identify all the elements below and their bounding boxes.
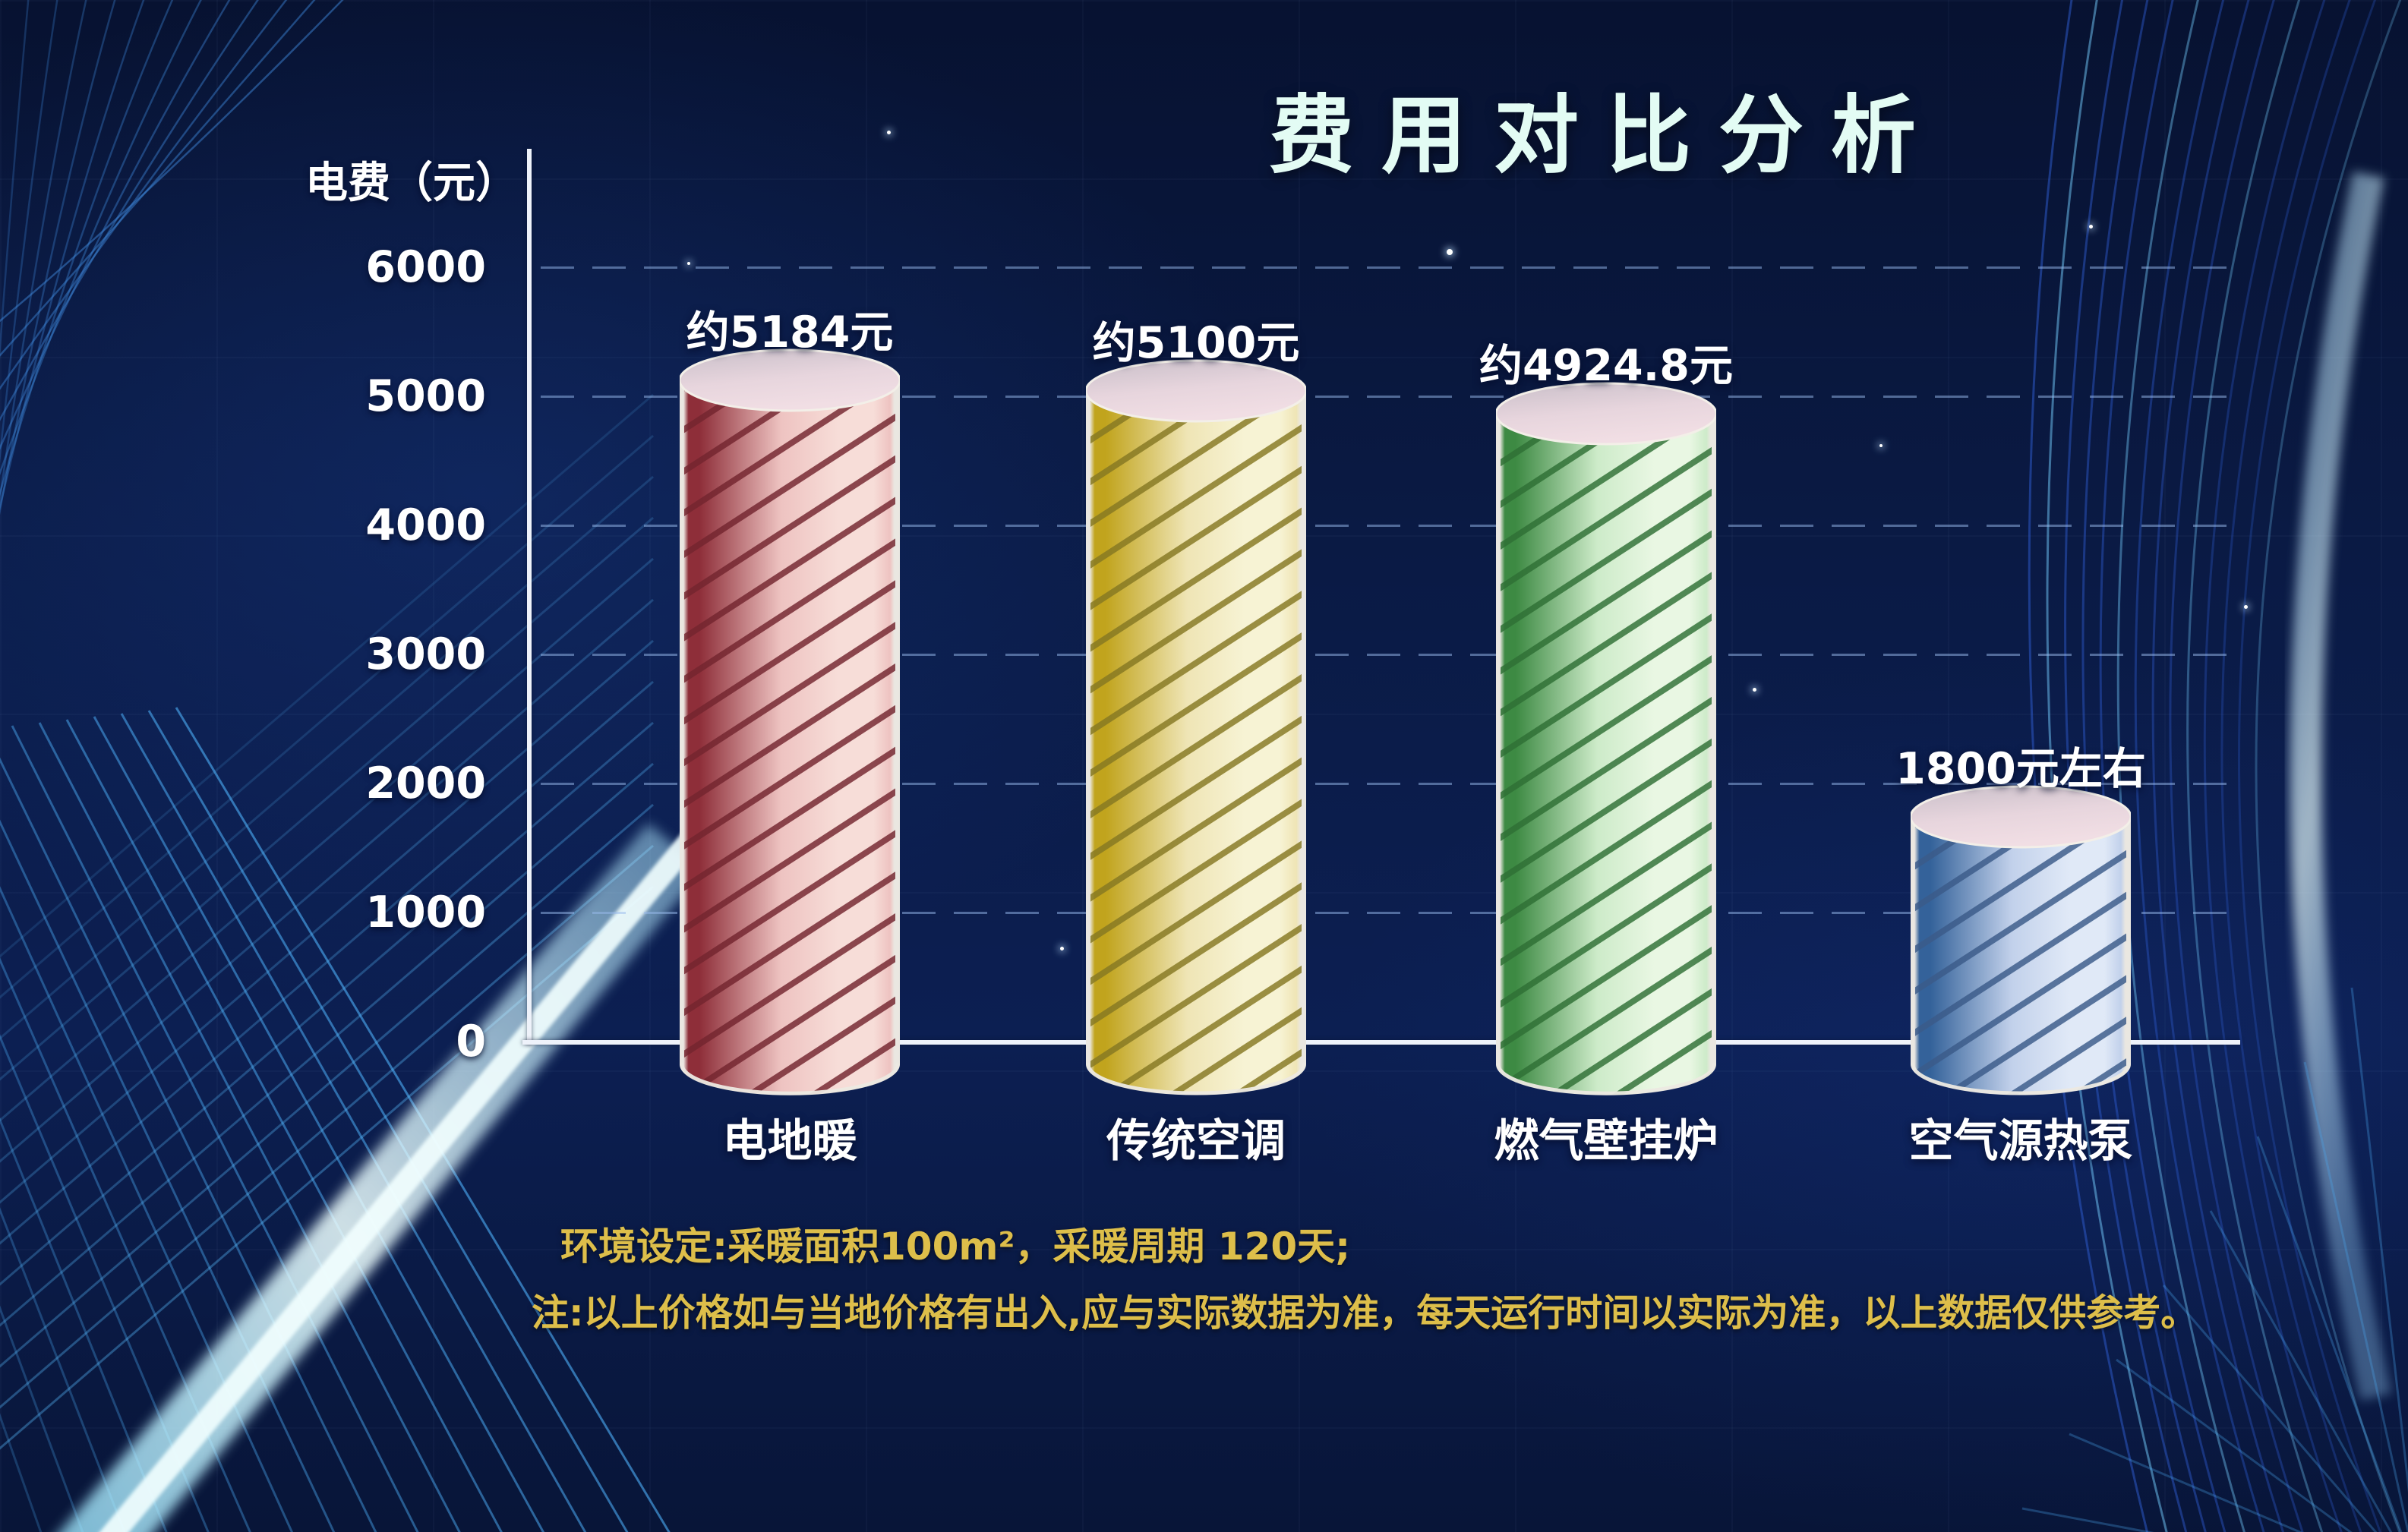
- y-tick-1000: 1000: [365, 887, 486, 938]
- cylinder-graphic: [1084, 359, 1308, 1095]
- cylinder-graphic: [1909, 785, 2132, 1095]
- value-label-2: 约5100元: [1092, 318, 1300, 368]
- gridline-3000: [541, 654, 2236, 656]
- chart-title: 费用对比分析: [1269, 87, 1943, 185]
- star-dot-10: [1879, 444, 1883, 447]
- y-tick-2000: 2000: [365, 758, 486, 809]
- y-tick-5000: 5000: [365, 371, 486, 421]
- star-dot-9: [687, 262, 690, 265]
- category-label-4: 空气源热泵: [1908, 1114, 2133, 1167]
- category-label-1: 电地暖: [722, 1114, 857, 1167]
- star-dot-6: [2244, 605, 2248, 609]
- cylinder-bar-2: [1084, 356, 1308, 1102]
- cylinder-graphic: [1494, 382, 1718, 1095]
- footnote-disclaimer: 注:以上价格如与当地价格有出入,应与实际数据为准，每天运行时间以实际为准，以上数…: [532, 1291, 2198, 1335]
- star-dot-4: [1753, 688, 1756, 692]
- y-axis-line: [527, 149, 532, 1045]
- star-dot-8: [1232, 333, 1236, 336]
- footnote-environment: 环境设定:采暖面积100m²，采暖周期 120天;: [560, 1225, 1351, 1269]
- star-dot-7: [2089, 225, 2093, 229]
- cylinder-bar-1: [678, 345, 901, 1102]
- y-tick-4000: 4000: [365, 500, 486, 550]
- star-dot-5: [1060, 947, 1064, 950]
- y-axis-title: 电费（元）: [305, 159, 518, 208]
- gridline-4000: [541, 525, 2236, 527]
- y-tick-0: 0: [456, 1017, 486, 1067]
- bottom-glow-arc: [945, 1517, 1329, 1532]
- cylinder-bar-4: [1909, 782, 2132, 1102]
- category-label-3: 燃气壁挂炉: [1494, 1114, 1718, 1167]
- star-dot-1: [887, 131, 891, 134]
- gridline-5000: [541, 396, 2236, 398]
- gridline-6000: [541, 266, 2236, 269]
- category-label-2: 传统空调: [1106, 1114, 1286, 1167]
- value-label-3: 约4924.8元: [1479, 340, 1733, 391]
- value-label-4: 1800元左右: [1895, 744, 2146, 794]
- gridline-1000: [541, 912, 2236, 914]
- gridline-2000: [541, 783, 2236, 785]
- x-axis-line: [522, 1040, 2240, 1045]
- star-dot-2: [1447, 249, 1453, 255]
- cylinder-bar-3: [1494, 379, 1718, 1102]
- cylinder-graphic: [678, 348, 901, 1095]
- y-tick-6000: 6000: [365, 242, 486, 292]
- y-tick-3000: 3000: [365, 629, 486, 679]
- value-label-1: 约5184元: [686, 307, 894, 358]
